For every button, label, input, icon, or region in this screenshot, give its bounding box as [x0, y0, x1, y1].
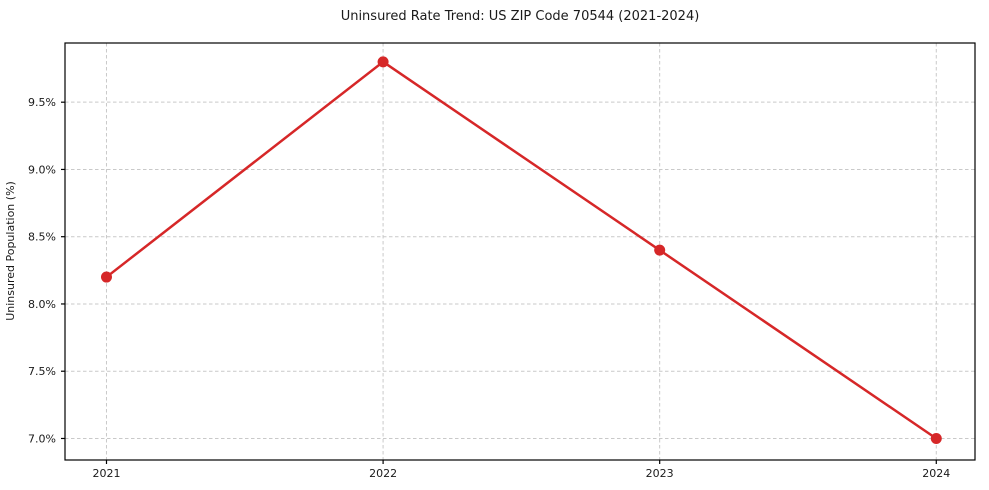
trend-line	[105, 60, 938, 440]
data-point-marker	[100, 271, 112, 283]
data-point-marker	[930, 432, 942, 444]
x-tick-label: 2023	[646, 467, 674, 480]
chart-title: Uninsured Rate Trend: US ZIP Code 70544 …	[341, 9, 700, 24]
axes-layer: 7.0% 7.5% 8.0% 8.5% 9.0% 9.5% 2021 2022 2023 2024	[28, 42, 976, 480]
y-tick-label: 8.5%	[28, 231, 56, 244]
y-tick-label: 9.0%	[28, 163, 56, 176]
data-layer	[100, 56, 942, 444]
y-axis-label: Uninsured Population (%)	[4, 181, 17, 321]
grid-layer	[65, 43, 975, 460]
y-tick-label: 9.5%	[28, 96, 56, 109]
x-tick-label: 2021	[92, 467, 120, 480]
y-tick-label: 7.5%	[28, 365, 56, 378]
x-tick-label: 2022	[369, 467, 397, 480]
data-point-marker	[377, 56, 389, 68]
y-tick-label: 7.0%	[28, 432, 56, 445]
y-tick-label: 8.0%	[28, 298, 56, 311]
plot-frame	[64, 42, 976, 461]
data-point-marker	[654, 244, 666, 256]
x-tick-label: 2024	[922, 467, 950, 480]
